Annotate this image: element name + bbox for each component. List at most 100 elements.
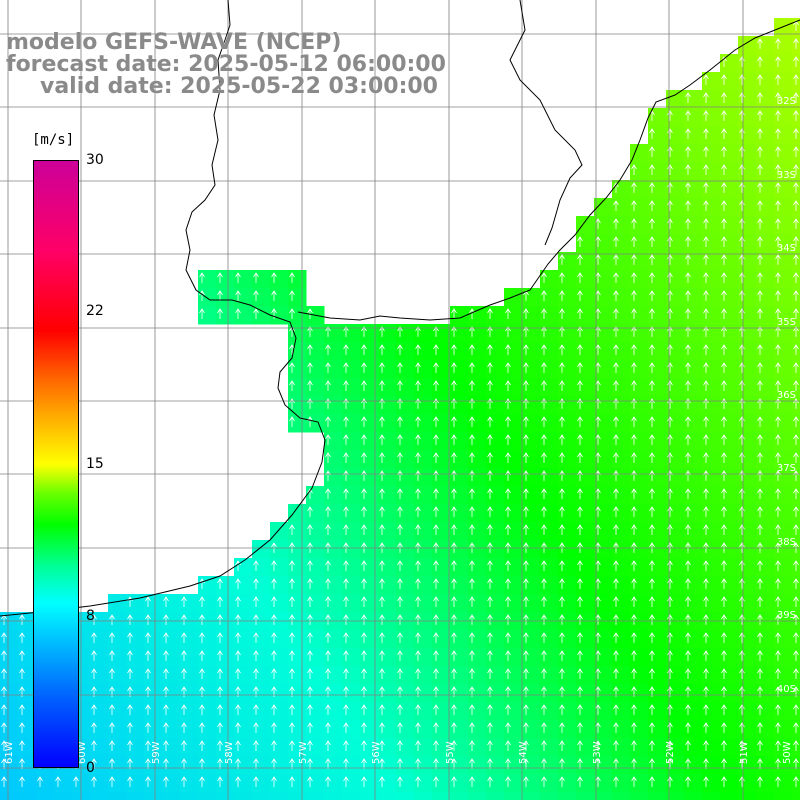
wind-cell — [306, 378, 325, 397]
wind-cell — [684, 684, 703, 703]
wind-arrow — [1, 722, 7, 733]
wind-arrow — [667, 578, 673, 589]
wind-arrow — [19, 704, 25, 715]
wind-cell — [504, 684, 523, 703]
wind-arrow — [757, 344, 763, 355]
wind-arrow — [379, 596, 385, 607]
wind-cell — [486, 792, 505, 800]
wind-cell — [756, 684, 775, 703]
wind-cell — [594, 720, 613, 739]
wind-cell — [540, 684, 559, 703]
wind-arrow — [793, 236, 799, 247]
wind-cell — [756, 126, 775, 145]
wind-arrow — [757, 776, 763, 787]
wind-cell — [756, 576, 775, 595]
wind-cell — [216, 666, 235, 685]
wind-arrow — [235, 614, 241, 625]
wind-cell — [378, 414, 397, 433]
wind-cell — [630, 648, 649, 667]
wind-arrow — [523, 362, 529, 373]
wind-arrow — [559, 560, 565, 571]
wind-arrow — [667, 236, 673, 247]
wind-arrow — [487, 596, 493, 607]
wind-arrow — [415, 560, 421, 571]
wind-cell — [702, 450, 721, 469]
wind-arrow — [559, 596, 565, 607]
wind-cell — [378, 504, 397, 523]
wind-arrow — [109, 704, 115, 715]
wind-cell — [540, 666, 559, 685]
wind-arrow — [775, 596, 781, 607]
wind-arrow — [703, 74, 709, 85]
wind-arrow — [613, 362, 619, 373]
wind-arrow — [793, 524, 799, 535]
colorbar-tick-22: 22 — [86, 303, 104, 319]
wind-arrow — [451, 488, 457, 499]
wind-arrow — [235, 632, 241, 643]
wind-cell — [342, 324, 361, 343]
wind-arrow — [343, 704, 349, 715]
wind-arrow — [415, 632, 421, 643]
wind-cell — [486, 342, 505, 361]
wind-cell — [756, 54, 775, 73]
wind-arrow — [631, 416, 637, 427]
wind-arrow — [325, 740, 331, 751]
wind-arrow — [127, 614, 133, 625]
wind-arrow — [721, 254, 727, 265]
wind-arrow — [523, 776, 529, 787]
wind-arrow — [271, 722, 277, 733]
wind-arrow — [685, 722, 691, 733]
wind-cell — [360, 702, 379, 721]
wind-cell — [216, 630, 235, 649]
wind-arrow — [1, 758, 7, 769]
longitude-labels: 61W 60W 59W 58W 57W 56W 55W 54W 53W 52W 51W 50W — [4, 741, 793, 764]
wind-arrow — [631, 182, 637, 193]
wind-cell — [684, 270, 703, 289]
wind-arrow — [613, 380, 619, 391]
wind-arrow — [667, 632, 673, 643]
wind-arrow — [307, 524, 313, 535]
wind-cell — [612, 180, 631, 199]
wind-arrow — [343, 740, 349, 751]
wind-cell — [504, 702, 523, 721]
wind-arrow — [109, 614, 115, 625]
wind-arrow — [235, 776, 241, 787]
wind-arrow — [307, 596, 313, 607]
wind-cell — [558, 468, 577, 487]
wind-cell — [612, 324, 631, 343]
wind-arrow — [757, 506, 763, 517]
wind-cell — [630, 198, 649, 217]
wind-arrow — [145, 614, 151, 625]
wind-cell — [414, 450, 433, 469]
latitude-label: 38S — [777, 537, 796, 548]
wind-cell — [558, 540, 577, 559]
wind-arrow — [289, 614, 295, 625]
wind-arrow — [793, 668, 799, 679]
wind-cell — [612, 306, 631, 325]
wind-cell — [432, 594, 451, 613]
wind-arrow — [541, 380, 547, 391]
wind-cell — [270, 738, 289, 757]
wind-arrow — [523, 488, 529, 499]
wind-arrow — [325, 362, 331, 373]
wind-cell — [702, 486, 721, 505]
wind-cell — [756, 162, 775, 181]
wind-cell — [540, 342, 559, 361]
wind-arrow — [469, 740, 475, 751]
wind-cell — [342, 432, 361, 451]
wind-arrow — [505, 362, 511, 373]
wind-cell — [702, 432, 721, 451]
wind-arrow — [235, 740, 241, 751]
wind-cell — [702, 126, 721, 145]
wind-cell — [306, 360, 325, 379]
wind-cell — [774, 558, 793, 577]
wind-arrow — [775, 380, 781, 391]
wind-cell — [540, 630, 559, 649]
wind-cell — [360, 324, 379, 343]
wind-arrow — [721, 488, 727, 499]
wind-cell — [540, 396, 559, 415]
wind-arrow — [667, 506, 673, 517]
wind-arrow — [685, 758, 691, 769]
wind-cell — [684, 414, 703, 433]
wind-cell — [468, 324, 487, 343]
